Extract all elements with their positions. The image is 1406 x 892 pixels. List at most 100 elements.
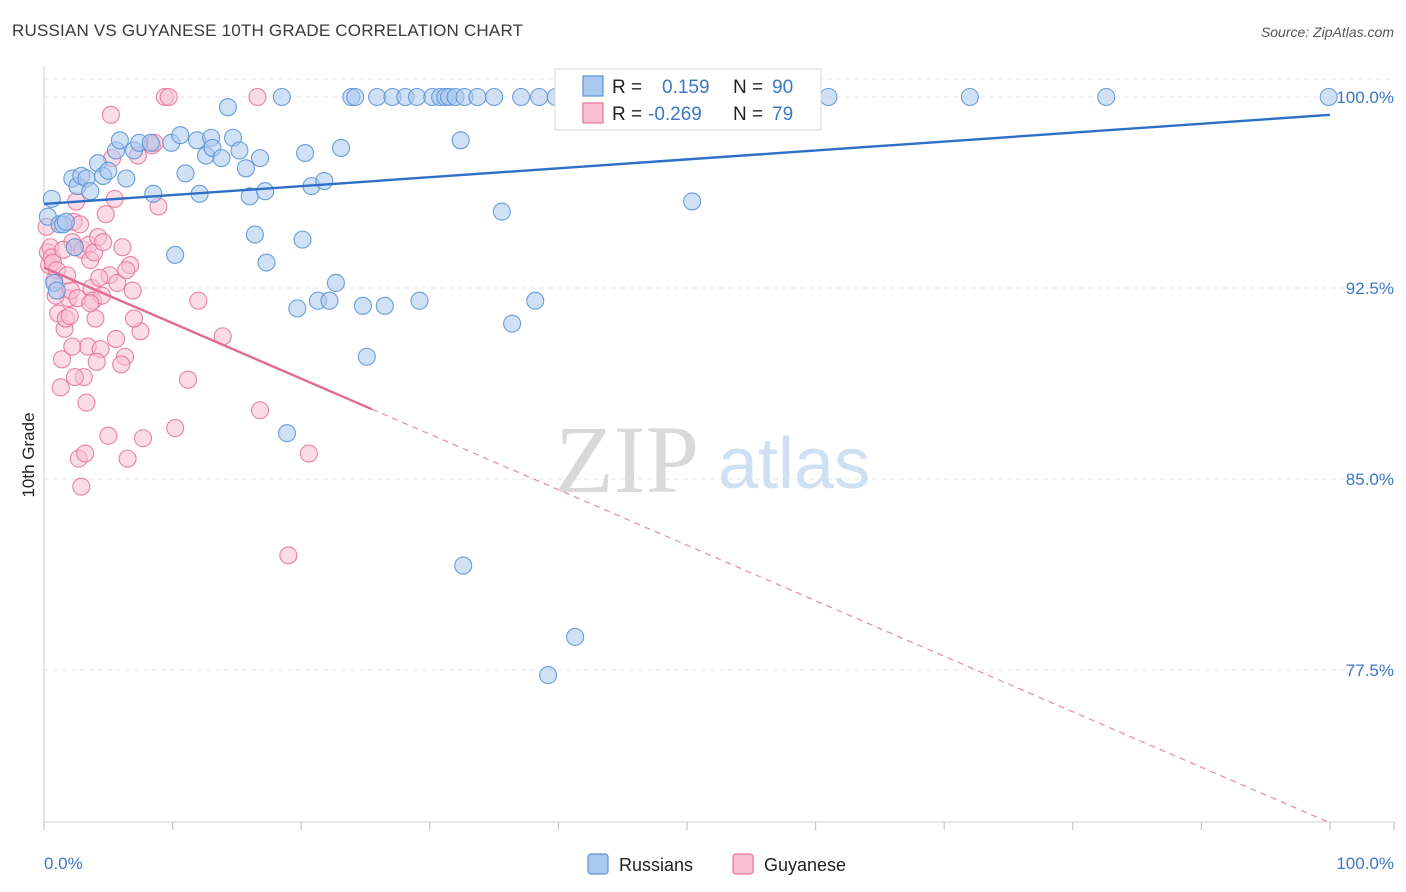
- legend-r-label-russians: R =: [612, 77, 642, 98]
- guyanese-point: [118, 449, 137, 468]
- guyanese-point: [112, 355, 131, 374]
- russians-point: [245, 225, 264, 244]
- guyanese-point: [86, 309, 105, 328]
- correlation-legend: R = 0.159 N = 90 R = -0.269 N = 79: [554, 68, 822, 131]
- series-legend-swatch-russians: [587, 853, 609, 875]
- russians-point: [65, 238, 84, 257]
- legend-swatch-guyanese: [582, 102, 604, 124]
- legend-r-value-russians: 0.159: [662, 77, 710, 98]
- russians-point: [296, 143, 315, 163]
- trend-lines: [43, 113, 1331, 824]
- russians-point: [346, 87, 365, 107]
- russians-point: [176, 164, 195, 183]
- guyanese-point: [72, 477, 91, 496]
- russians-point: [492, 202, 511, 221]
- russians-point: [320, 291, 339, 310]
- russians-point: [539, 666, 558, 685]
- russians-point: [357, 347, 376, 366]
- russians-point: [230, 141, 249, 160]
- legend-n-value-guyanese: 79: [772, 104, 793, 125]
- russians-point: [256, 182, 275, 201]
- russians-point: [257, 253, 276, 272]
- russians-point: [512, 87, 531, 107]
- russians-point: [368, 87, 387, 107]
- x-tick-label-left: 0.0%: [44, 854, 83, 873]
- series-legend: Russians Guyanese: [587, 853, 846, 875]
- guyanese-point: [101, 105, 120, 124]
- guyanese-point: [94, 233, 113, 252]
- guyanese-point: [99, 426, 118, 445]
- watermark: ZIP atlas: [555, 406, 870, 513]
- russians-point: [819, 87, 838, 107]
- guyanese-point: [106, 329, 126, 348]
- russians-point: [218, 98, 237, 117]
- russians-point: [960, 87, 979, 107]
- watermark-atlas: atlas: [718, 424, 870, 504]
- guyanese-point: [52, 350, 72, 369]
- axes: [43, 67, 1394, 823]
- guyanese-point: [87, 352, 106, 371]
- guyanese-point: [159, 87, 178, 107]
- russians-point: [315, 171, 334, 191]
- guyanese-point: [108, 273, 127, 292]
- chart-source: Source: ZipAtlas.com: [1260, 24, 1394, 40]
- x-ticks: [43, 822, 1395, 830]
- russians-point: [81, 182, 100, 201]
- russians-point: [117, 169, 136, 188]
- guyanese-point: [178, 370, 198, 389]
- russians-point: [454, 556, 473, 575]
- watermark-zip: ZIP: [555, 406, 699, 513]
- legend-swatch-russians: [582, 75, 604, 97]
- russians-point: [141, 133, 160, 152]
- russians-point: [278, 424, 297, 443]
- russians-point: [407, 87, 426, 107]
- russians-point: [683, 192, 702, 211]
- chart-title: RUSSIAN VS GUYANESE 10TH GRADE CORRELATI…: [12, 21, 524, 40]
- russians-point: [375, 296, 394, 315]
- russians-point: [326, 273, 345, 292]
- russians-trend-line: [43, 113, 1331, 206]
- y-axis-title: 10th Grade: [19, 412, 38, 497]
- guyanese-point: [250, 401, 270, 420]
- russians-point: [566, 627, 585, 646]
- guyanese-point: [51, 378, 70, 397]
- guyanese-point: [60, 306, 79, 326]
- guyanese-point: [65, 368, 84, 387]
- guyanese-point: [189, 291, 208, 310]
- guyanese-point: [90, 268, 109, 287]
- guyanese-point: [279, 546, 298, 565]
- y-tick-labels: 100.0% 92.5% 85.0% 77.5%: [1336, 88, 1394, 680]
- russians-point: [410, 291, 429, 310]
- russians-point: [56, 212, 75, 231]
- legend-r-value-guyanese: -0.269: [648, 104, 702, 125]
- series-legend-swatch-guyanese: [732, 853, 754, 875]
- legend-n-label-guyanese: N =: [733, 104, 763, 125]
- guyanese-point: [77, 393, 96, 412]
- guyanese-trend-line-extrapolated: [371, 408, 1331, 824]
- y-tick-label-1: 92.5%: [1346, 279, 1394, 298]
- series-legend-label-guyanese: Guyanese: [764, 855, 846, 875]
- guyanese-point: [123, 281, 142, 300]
- russians-point: [236, 159, 255, 178]
- russians-point: [99, 161, 118, 180]
- russians-point: [1319, 87, 1338, 107]
- guyanese-point: [96, 205, 115, 224]
- legend-n-value-russians: 90: [772, 77, 793, 98]
- russians-point: [166, 245, 185, 264]
- guyanese-point: [299, 444, 318, 463]
- russians-point: [468, 87, 487, 107]
- legend-r-label-guyanese: R =: [612, 104, 642, 125]
- russians-point: [526, 291, 545, 310]
- guyanese-trend-line: [43, 266, 373, 411]
- russians-point: [451, 131, 470, 150]
- russians-point: [171, 126, 190, 145]
- guyanese-point: [166, 419, 185, 438]
- y-tick-label-0: 100.0%: [1336, 88, 1394, 107]
- guyanese-point: [76, 444, 95, 463]
- russians-point: [110, 131, 129, 150]
- guyanese-point: [113, 238, 132, 257]
- russians-point: [503, 314, 522, 333]
- russians-point: [293, 230, 312, 249]
- russians-point: [47, 281, 66, 300]
